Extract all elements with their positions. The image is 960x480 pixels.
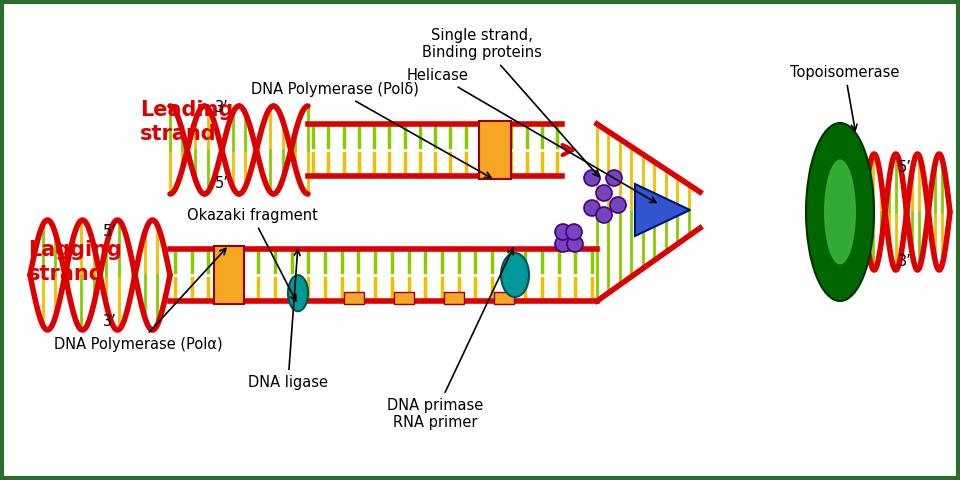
Text: 5’: 5’: [898, 160, 912, 176]
Circle shape: [584, 200, 600, 216]
Text: 5’: 5’: [215, 177, 228, 192]
Text: Helicase: Helicase: [407, 68, 656, 203]
Text: 3’: 3’: [103, 314, 117, 329]
FancyBboxPatch shape: [394, 292, 414, 304]
Circle shape: [596, 207, 612, 223]
Polygon shape: [635, 184, 690, 236]
Ellipse shape: [806, 123, 874, 301]
FancyBboxPatch shape: [444, 292, 464, 304]
Text: 5’: 5’: [103, 225, 117, 240]
Circle shape: [584, 170, 600, 186]
Circle shape: [606, 170, 622, 186]
Text: Okazaki fragment: Okazaki fragment: [186, 208, 318, 301]
Circle shape: [567, 236, 583, 252]
FancyBboxPatch shape: [479, 121, 511, 179]
Text: Lagging
strand: Lagging strand: [28, 240, 122, 284]
Text: Single strand,
Binding proteins: Single strand, Binding proteins: [422, 28, 599, 177]
Ellipse shape: [501, 253, 529, 297]
Circle shape: [610, 197, 626, 213]
Text: DNA ligase: DNA ligase: [248, 250, 328, 390]
Text: Leading
strand: Leading strand: [140, 100, 233, 144]
Text: DNA primase
RNA primer: DNA primase RNA primer: [387, 248, 514, 430]
Circle shape: [555, 236, 571, 252]
Ellipse shape: [824, 159, 856, 264]
Text: 3’: 3’: [898, 254, 912, 269]
Ellipse shape: [288, 275, 308, 311]
Circle shape: [596, 185, 612, 201]
FancyBboxPatch shape: [344, 292, 364, 304]
Text: 3’: 3’: [215, 100, 228, 116]
Text: DNA Polymerase (Polα): DNA Polymerase (Polα): [54, 249, 226, 352]
FancyBboxPatch shape: [494, 292, 514, 304]
Text: DNA Polymerase (Polδ): DNA Polymerase (Polδ): [252, 82, 491, 178]
FancyBboxPatch shape: [214, 246, 244, 304]
Text: Topoisomerase: Topoisomerase: [790, 65, 900, 131]
Circle shape: [555, 224, 571, 240]
Circle shape: [566, 224, 582, 240]
